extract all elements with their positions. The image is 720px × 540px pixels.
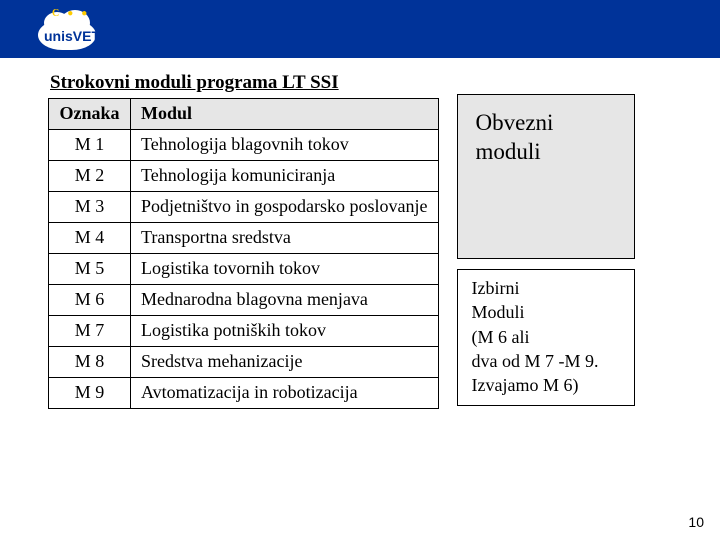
header-modul: Modul [131,99,439,130]
table-row: M 2Tehnologija komuniciranja [49,161,439,192]
logo-dots: C ● ● [52,8,87,19]
izbirni-line: Moduli [472,300,620,324]
cell-modul: Logistika potniških tokov [131,316,439,347]
cell-modul: Podjetništvo in gospodarsko poslovanje [131,192,439,223]
modules-table: Oznaka Modul M 1Tehnologija blagovnih to… [48,98,439,409]
cell-oznaka: M 7 [49,316,131,347]
table-row: M 5Logistika tovornih tokov [49,254,439,285]
table-row: M 9Avtomatizacija in robotizacija [49,378,439,409]
cell-modul: Mednarodna blagovna menjava [131,285,439,316]
logo: C ● ● unisVET [38,6,98,52]
table-row: M 3Podjetništvo in gospodarsko poslovanj… [49,192,439,223]
cell-oznaka: M 4 [49,223,131,254]
obvezni-box: Obvezni moduli [457,94,635,259]
izbirni-line: Izvajamo M 6) [472,373,620,397]
cell-oznaka: M 1 [49,130,131,161]
cell-oznaka: M 6 [49,285,131,316]
izbirni-line: (M 6 ali [472,325,620,349]
table-row: M 6Mednarodna blagovna menjava [49,285,439,316]
table-row: M 4Transportna sredstva [49,223,439,254]
cell-modul: Tehnologija blagovnih tokov [131,130,439,161]
table-row: M 8Sredstva mehanizacije [49,347,439,378]
cell-modul: Sredstva mehanizacije [131,347,439,378]
obvezni-line2: moduli [476,138,604,167]
content-area: Strokovni moduli programa LT SSI Oznaka … [0,58,720,409]
cell-oznaka: M 9 [49,378,131,409]
page-number: 10 [688,514,704,530]
cell-oznaka: M 5 [49,254,131,285]
logo-text: unisVET [44,28,100,44]
header-oznaka: Oznaka [49,99,131,130]
izbirni-line: dva od M 7 -M 9. [472,349,620,373]
cell-modul: Avtomatizacija in robotizacija [131,378,439,409]
izbirni-line: Izbirni [472,276,620,300]
left-column: Strokovni moduli programa LT SSI Oznaka … [48,72,439,409]
right-column: Obvezni moduli Izbirni Moduli (M 6 ali d… [457,72,635,406]
logo-dot: ● [81,8,87,19]
header-bar: C ● ● unisVET [0,0,720,58]
section-title: Strokovni moduli programa LT SSI [50,72,439,94]
izbirni-box: Izbirni Moduli (M 6 ali dva od M 7 -M 9.… [457,269,635,406]
table-row: M 7Logistika potniških tokov [49,316,439,347]
logo-dot: ● [67,8,73,19]
cell-oznaka: M 8 [49,347,131,378]
cell-oznaka: M 3 [49,192,131,223]
table-row: M 1Tehnologija blagovnih tokov [49,130,439,161]
table-header-row: Oznaka Modul [49,99,439,130]
cell-modul: Tehnologija komuniciranja [131,161,439,192]
cell-modul: Transportna sredstva [131,223,439,254]
obvezni-line1: Obvezni [476,109,604,138]
cell-oznaka: M 2 [49,161,131,192]
logo-dot: C [52,8,59,19]
cell-modul: Logistika tovornih tokov [131,254,439,285]
